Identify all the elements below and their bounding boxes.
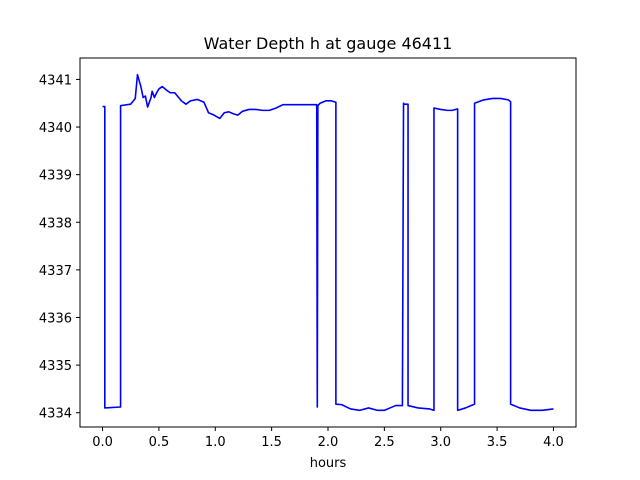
x-tick-label: 0.0 — [92, 435, 113, 450]
x-tick-label: 1.5 — [261, 435, 282, 450]
y-tick-label: 4335 — [39, 359, 72, 374]
chart-title: Water Depth h at gauge 46411 — [204, 34, 453, 53]
x-tick-label: 3.0 — [430, 435, 451, 450]
y-tick-label: 4334 — [39, 407, 72, 422]
x-tick-label: 3.5 — [487, 435, 508, 450]
x-axis: 0.0 0.5 1.0 1.5 2.0 2.5 3.0 3.5 4.0 — [92, 427, 564, 450]
x-tick-label: 4.0 — [543, 435, 564, 450]
y-tick-label: 4341 — [39, 73, 72, 88]
x-tick-label: 1.0 — [205, 435, 226, 450]
x-tick-label: 0.5 — [149, 435, 170, 450]
y-tick-label: 4340 — [39, 121, 72, 136]
y-axis: 4334 4335 4336 4337 4338 4339 4340 4341 — [39, 73, 80, 422]
series-line-1 — [102, 73, 554, 412]
plot-area — [102, 73, 554, 412]
x-tick-label: 2.5 — [374, 435, 395, 450]
y-tick-label: 4337 — [39, 264, 72, 279]
y-tick-label: 4339 — [39, 169, 72, 184]
x-axis-label: hours — [310, 456, 347, 471]
x-tick-label: 2.0 — [318, 435, 339, 450]
y-tick-label: 4336 — [39, 311, 72, 326]
y-tick-label: 4338 — [39, 216, 72, 231]
